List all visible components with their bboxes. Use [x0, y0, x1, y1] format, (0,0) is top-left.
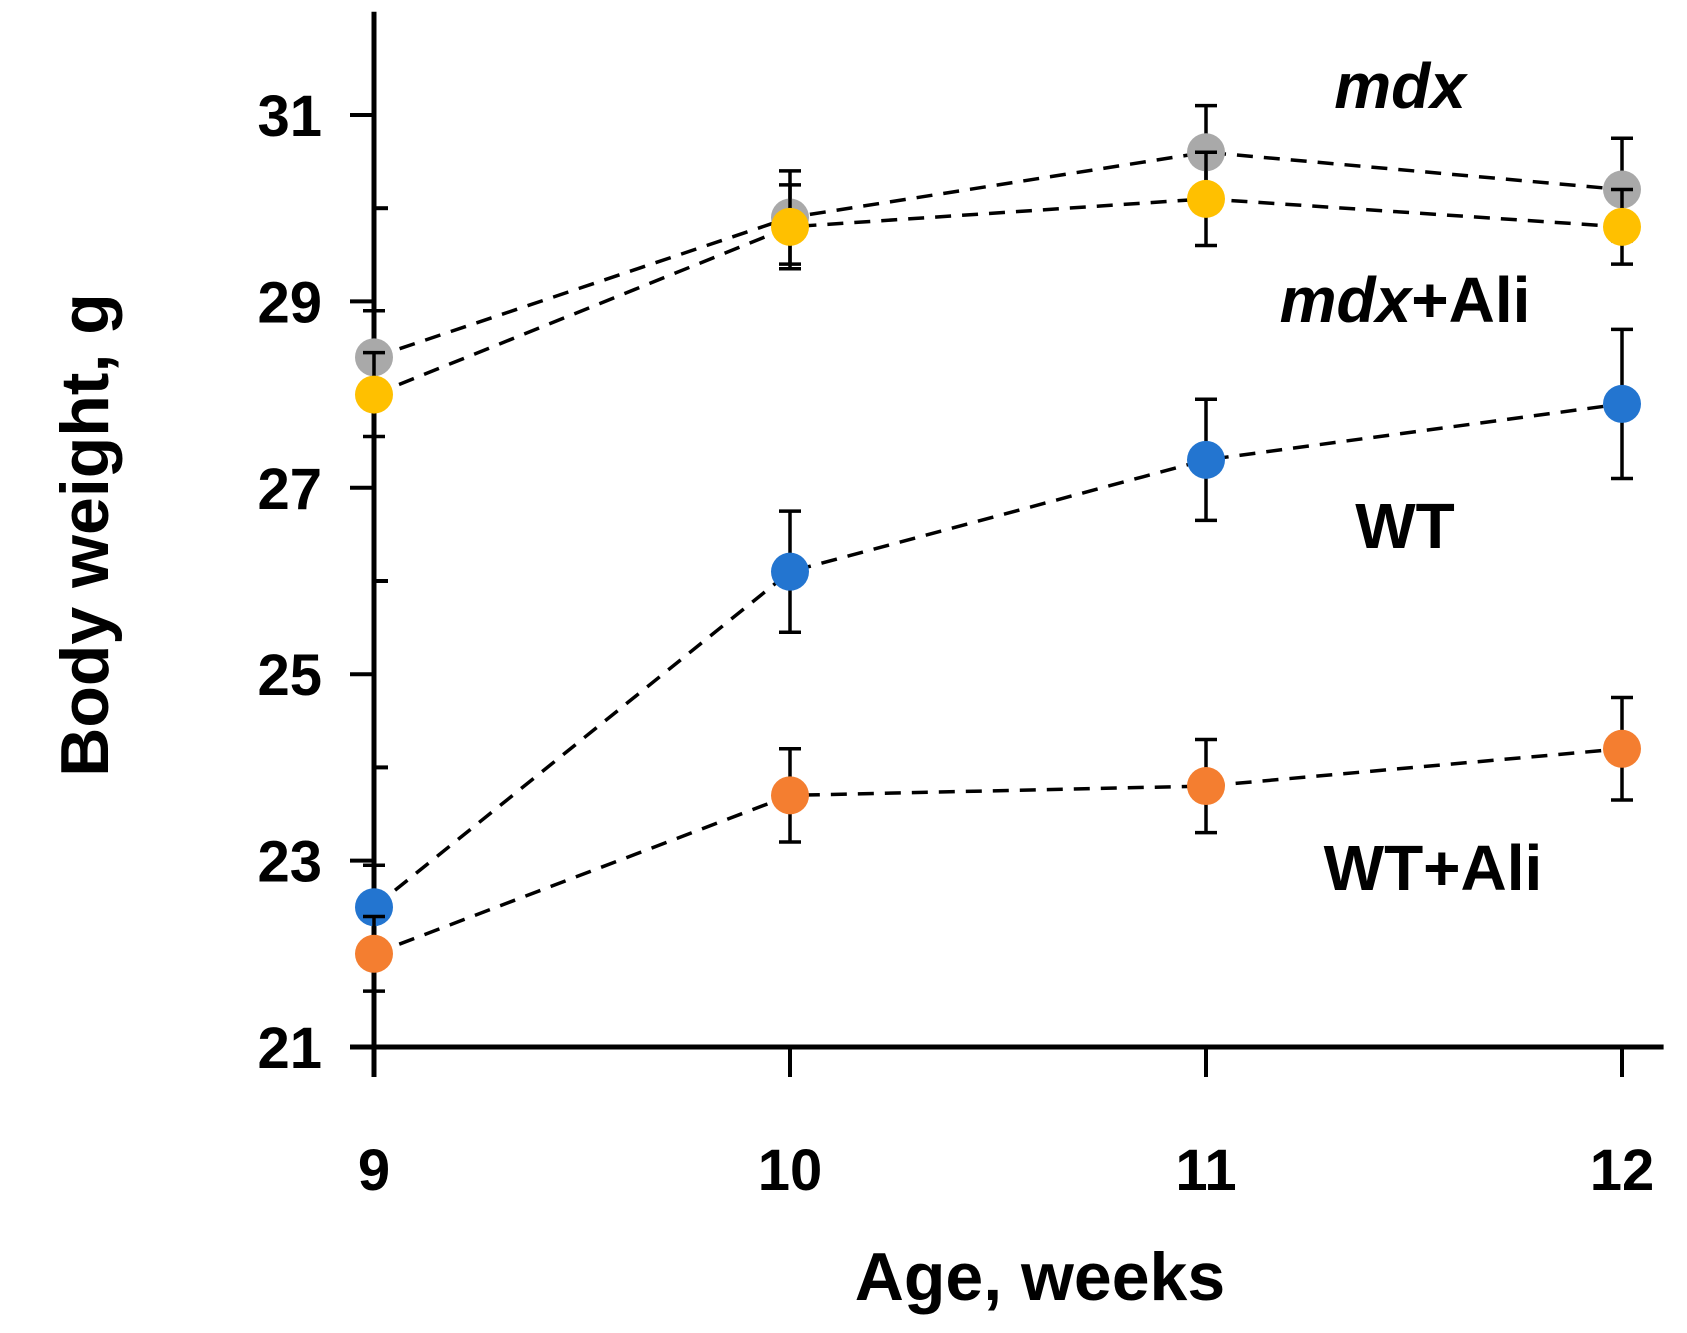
series-line: [373, 197, 1623, 397]
y-tick-label: 23: [257, 830, 322, 895]
data-point: [771, 552, 809, 591]
axes: 21 23 25 27 29 31 9 10 11 12: [257, 11, 1664, 1203]
series-mdx-ali: [355, 150, 1641, 439]
data-point: [771, 207, 809, 246]
series-wt-ali: [355, 695, 1641, 993]
data-point: [355, 375, 393, 414]
x-axis-label: Age, weeks: [855, 1239, 1225, 1315]
series-label-wt: WT: [1355, 490, 1455, 562]
x-tick-label: 11: [1175, 1138, 1236, 1203]
data-point: [1187, 179, 1225, 218]
series-label-mdx-ali: mdx+Ali: [1280, 264, 1531, 336]
series-mdx: [355, 103, 1641, 406]
x-tick-label: 10: [758, 1138, 823, 1203]
data-point: [1187, 440, 1225, 479]
y-tick-label: 27: [257, 457, 322, 522]
y-tick-label: 31: [257, 84, 322, 149]
labels-layer: Age, weeks Body weight, g mdx mdx+Ali WT…: [47, 50, 1542, 1315]
data-point: [1603, 729, 1641, 768]
y-tick-label: 25: [257, 643, 322, 708]
data-point: [771, 776, 809, 815]
data-point: [1603, 207, 1641, 246]
y-tick-label: 29: [257, 270, 322, 335]
series-line: [372, 402, 1623, 909]
series-line: [373, 747, 1623, 956]
x-tick-label: 9: [358, 1138, 390, 1203]
data-point: [1187, 767, 1225, 806]
series-line: [373, 150, 1623, 359]
series-wt: [355, 327, 1641, 951]
series-layer: [355, 103, 1641, 993]
x-tick-label: 12: [1590, 1138, 1655, 1203]
data-point: [1603, 384, 1641, 423]
y-axis-label: Body weight, g: [47, 293, 123, 777]
series-label-mdx: mdx: [1334, 50, 1468, 122]
y-tick-label: 21: [257, 1016, 322, 1081]
data-point: [355, 934, 393, 973]
series-label-wt-ali: WT+Ali: [1324, 832, 1543, 904]
